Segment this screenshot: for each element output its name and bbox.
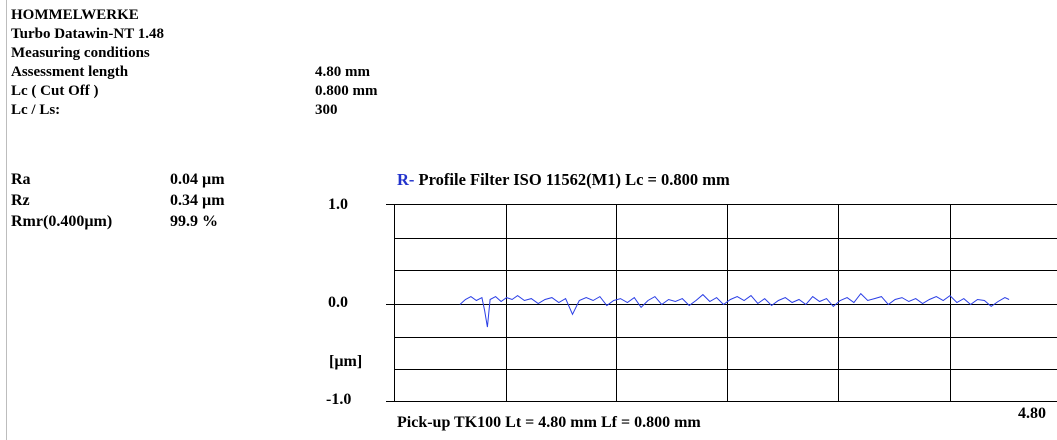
condition-value-lc-ls: 300 — [315, 102, 338, 118]
condition-value-assessment-length: 4.80 mm — [315, 64, 370, 80]
param-name-rz: Rz — [11, 192, 30, 209]
chart-title-prefix: R- — [397, 170, 415, 189]
software-version: Turbo Datawin-NT 1.48 — [11, 26, 164, 42]
x-axis-end-label: 4.80 — [1018, 405, 1046, 422]
left-margin-rule — [6, 0, 7, 440]
y-axis-unit-label: [µm] — [329, 353, 363, 370]
y-tick-label-zero: 0.0 — [328, 294, 348, 311]
y-tick-label-bottom: -1.0 — [326, 391, 352, 408]
condition-label-cutoff: Lc ( Cut Off ) — [11, 83, 99, 99]
param-value-rmr: 99.9 % — [170, 213, 218, 230]
conditions-title: Measuring conditions — [11, 45, 150, 61]
param-name-ra: Ra — [11, 171, 31, 188]
param-name-rmr: Rmr(0.400µm) — [11, 213, 113, 230]
profile-series-line — [459, 292, 1010, 328]
chart-title: R- Profile Filter ISO 11562(M1) Lc = 0.8… — [397, 170, 730, 190]
chart-title-text: Profile Filter ISO 11562(M1) Lc = 0.800 … — [418, 170, 730, 189]
param-value-ra: 0.04 µm — [170, 171, 225, 188]
condition-label-lc-ls: Lc / Ls: — [11, 102, 61, 118]
y-tick-label-top: 1.0 — [328, 196, 348, 213]
company-name: HOMMELWERKE — [11, 7, 139, 23]
condition-value-cutoff: 0.800 mm — [315, 83, 378, 99]
chart-footer: Pick-up TK100 Lt = 4.80 mm Lf = 0.800 mm — [397, 414, 701, 431]
param-value-rz: 0.34 µm — [170, 192, 225, 209]
condition-label-assessment-length: Assessment length — [11, 64, 129, 80]
